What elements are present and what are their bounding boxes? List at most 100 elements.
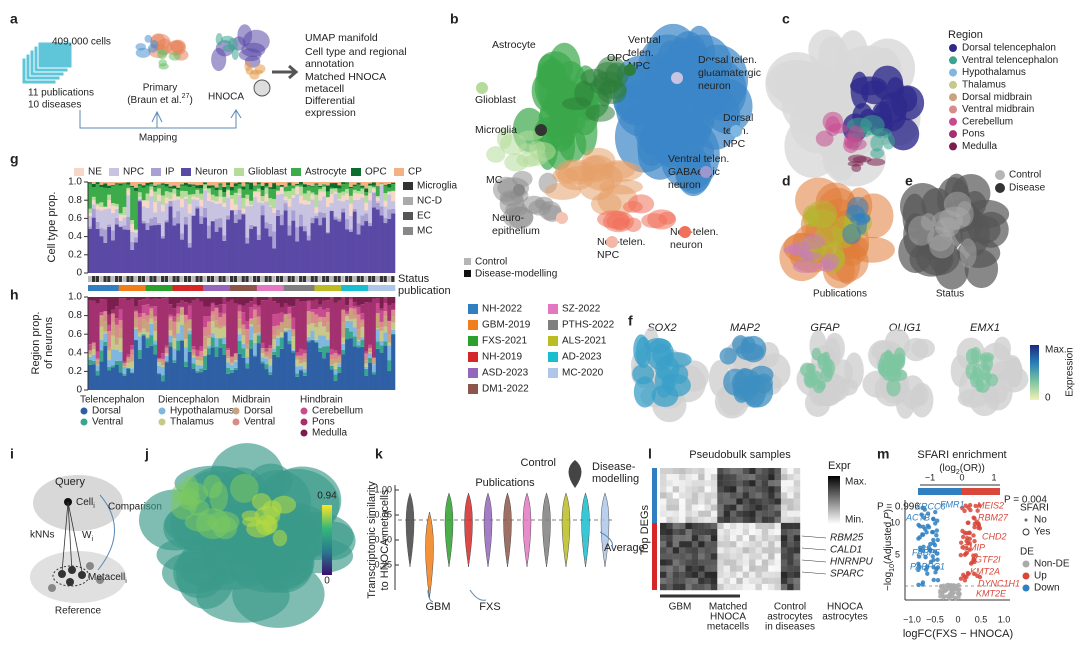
umap-cloud: [658, 211, 676, 225]
publication-cell: [111, 285, 116, 291]
status-cell: [153, 276, 157, 282]
label: expression: [305, 107, 356, 119]
heatmap-cell: [704, 571, 712, 578]
bar-segment: [172, 188, 177, 194]
text-part: (Adjusted: [883, 519, 894, 564]
bar-segment: [241, 186, 246, 190]
bar-segment: [99, 207, 104, 211]
status-cell: [264, 276, 268, 282]
heatmap-cell: [717, 571, 724, 578]
bar-segment: [172, 200, 177, 218]
bar-segment: [291, 197, 296, 211]
bar-segment: [333, 353, 338, 360]
status-cell: [272, 276, 276, 282]
heatmap-cell: [736, 480, 743, 487]
bar-segment: [276, 303, 281, 314]
heatmap-cell: [730, 559, 737, 566]
heatmap-cell: [685, 504, 693, 511]
bar-segment: [379, 345, 384, 353]
gene-point: [960, 528, 965, 534]
heatmap-cell: [755, 553, 763, 560]
bar-segment: [91, 182, 96, 184]
heatmap-cell: [704, 553, 712, 560]
publication-cell: [249, 285, 254, 291]
label: 0.4: [68, 347, 82, 358]
bar-segment: [214, 201, 219, 204]
heatmap-cell: [761, 529, 769, 536]
heatmap-cell: [742, 565, 750, 572]
bar-segment: [318, 191, 323, 201]
gene-point: [964, 545, 969, 550]
legend-swatch: [403, 182, 413, 190]
bar-segment: [149, 218, 154, 226]
bar-segment: [210, 321, 215, 334]
bar-segment: [352, 186, 357, 190]
heatmap-cell: [774, 553, 782, 560]
umap-cloud: [927, 226, 953, 252]
heatmap-cell: [717, 565, 724, 572]
bar-segment: [306, 190, 311, 202]
publication-cell: [88, 285, 93, 291]
heatmap-cell: [723, 516, 731, 524]
bar-segment: [126, 229, 131, 273]
bar-segment: [149, 298, 154, 307]
heatmap-cell: [666, 522, 673, 530]
bar-segment: [329, 187, 334, 189]
umap-cloud: [660, 132, 715, 169]
cluster-dot: [624, 64, 636, 76]
bar-segment: [256, 297, 261, 306]
bar-segment: [260, 190, 265, 197]
bar-segment: [203, 207, 208, 218]
heatmap-cell: [793, 480, 801, 487]
bar-segment: [264, 348, 269, 352]
bar-segment: [164, 183, 169, 187]
bar-segment: [95, 221, 100, 229]
bar-segment: [137, 336, 143, 350]
label: NC-D: [417, 196, 442, 207]
heatmap-cell: [685, 498, 693, 505]
cluster-dot: [513, 184, 525, 196]
bar-segment: [187, 242, 192, 248]
bar-segment: [99, 326, 104, 341]
bar-segment: [149, 196, 154, 219]
label: Region prop.: [30, 312, 42, 375]
bar-segment: [199, 368, 204, 373]
heatmap-cell: [660, 492, 667, 499]
bar-segment: [218, 184, 223, 191]
bar-segment: [302, 184, 308, 188]
gene-point: [946, 594, 951, 599]
gene-point: [920, 505, 925, 511]
bar-segment: [391, 322, 396, 330]
bar-segment: [387, 182, 392, 184]
status-cell: [245, 276, 249, 282]
bar-segment: [279, 321, 285, 324]
bar-segment: [164, 353, 169, 356]
bar-segment: [95, 203, 100, 206]
legend-swatch: [548, 320, 558, 330]
bar-segment: [130, 249, 135, 273]
heatmap-cell: [749, 571, 756, 578]
heatmap-cell: [742, 541, 750, 548]
bar-segment: [356, 307, 361, 315]
panel-letter: b: [450, 11, 459, 27]
heatmap-cell: [749, 468, 756, 475]
label: Neuro-: [492, 212, 525, 224]
bar-segment: [118, 320, 123, 329]
umap-cloud: [593, 61, 623, 87]
heatmap-cell: [679, 492, 686, 499]
status-cell: [348, 276, 353, 282]
heatmap-cell: [685, 535, 693, 542]
legend-swatch: [464, 258, 471, 265]
bar-segment: [183, 182, 189, 186]
bar-segment: [180, 340, 185, 390]
heatmap-cell: [660, 516, 667, 524]
bar-segment: [226, 367, 231, 374]
legend-dot: [158, 418, 166, 426]
bar-segment: [237, 193, 242, 195]
bar-segment: [134, 232, 139, 238]
label: CALD1: [830, 545, 862, 556]
bar-segment: [233, 186, 238, 193]
gene-pointer: [801, 559, 827, 563]
bar-segment: [103, 331, 108, 334]
